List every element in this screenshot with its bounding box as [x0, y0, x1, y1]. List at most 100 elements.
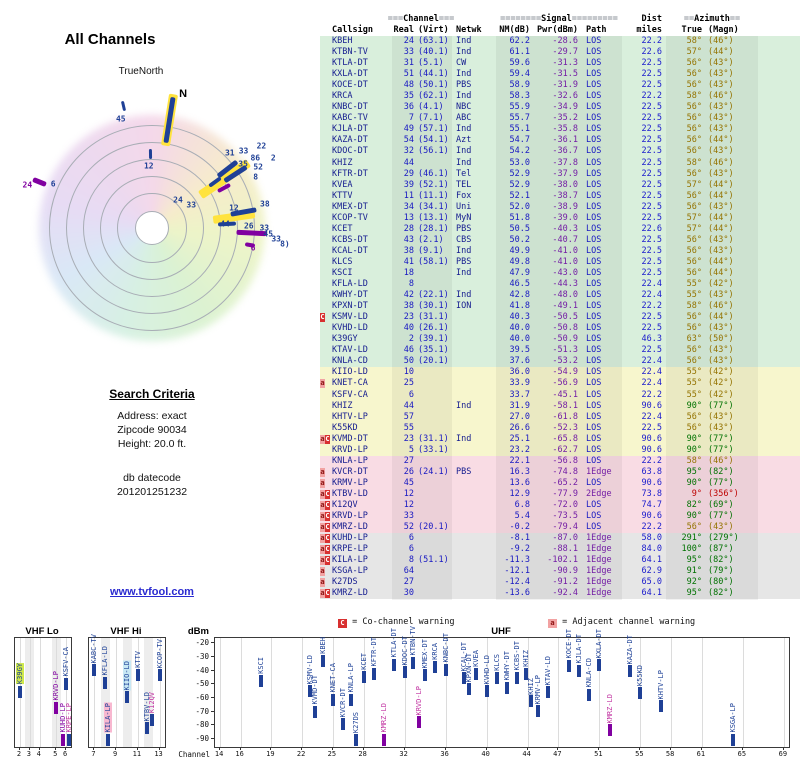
channel-tick-label: 25 — [327, 750, 337, 758]
cell-distance: 22.4 — [641, 290, 662, 301]
cell-virtual-channel: (33.1) — [418, 444, 449, 455]
co-channel-warning-icon: C — [325, 512, 330, 522]
cell-magnetic-azimuth: (279°) — [708, 533, 739, 544]
cell-true-azimuth: 90° — [686, 400, 702, 411]
adjacent-warning-icon: a — [320, 523, 325, 533]
warning-cell: aC — [320, 544, 331, 555]
cell-path: LOS — [586, 444, 602, 455]
tvfool-link[interactable]: www.tvfool.com — [110, 586, 194, 598]
cell-nm-db: 40.3 — [509, 312, 530, 323]
cell-distance: 22.5 — [641, 80, 662, 91]
cell-callsign: KBEH — [332, 36, 353, 46]
cell-path: LOS — [586, 190, 602, 201]
cell-path: LOS — [586, 323, 602, 334]
cell-nm-db: -11.3 — [504, 555, 530, 566]
radar-title: All Channels — [64, 31, 156, 48]
cell-real-channel: 46 — [403, 345, 414, 356]
signal-bar — [361, 671, 366, 684]
cell-network: Ind — [456, 433, 472, 444]
radar-marker-label: 22 — [256, 141, 267, 151]
cell-distance: 22.5 — [641, 422, 662, 433]
gridline — [404, 638, 406, 747]
cell-pwr-dbm: -28.6 — [552, 36, 578, 46]
x-axis-tick — [485, 747, 487, 750]
cell-real-channel: 5 — [408, 444, 414, 455]
cell-real-channel: 28 — [403, 223, 414, 234]
cell-path: LOS — [586, 279, 602, 290]
cell-magnetic-azimuth: (77°) — [708, 400, 734, 411]
col-header-pwr: Pwr(dBm) — [537, 25, 578, 35]
cell-path: 1Edge — [586, 533, 612, 544]
cell-callsign: KUHD-LP — [332, 533, 368, 544]
cell-magnetic-azimuth: (46°) — [708, 157, 734, 168]
signal-bar — [308, 685, 313, 697]
dbm-tick-label: -60 — [195, 692, 209, 702]
co-channel-warning-icon: C — [320, 313, 325, 323]
cell-distance: 22.5 — [641, 146, 662, 157]
gridline — [302, 638, 304, 747]
cell-magnetic-azimuth: (43°) — [708, 201, 734, 212]
cell-virtual-channel: (5.1) — [418, 58, 444, 69]
signal-callsign-label: K12QV — [147, 692, 156, 714]
signal-callsign-label: KMRZ-LD — [380, 703, 389, 733]
col-header-path: Path — [586, 25, 607, 35]
cell-nm-db: 54.7 — [509, 135, 530, 146]
cell-real-channel: 43 — [403, 234, 414, 245]
cell-pwr-dbm: -50.5 — [552, 312, 578, 323]
cell-network: Ind — [456, 157, 472, 168]
signal-bar — [443, 663, 448, 676]
cell-true-azimuth: 57° — [686, 179, 702, 190]
cell-nm-db: 33.7 — [509, 389, 530, 400]
gridline — [527, 638, 529, 747]
cell-virtual-channel: (26.1) — [418, 323, 449, 334]
table-row: KHIZ 44 Ind 31.9 -58.1 LOS 90.6 90° (77°) — [320, 400, 800, 412]
cell-real-channel: 40 — [403, 323, 414, 334]
cell-true-azimuth: 58° — [686, 91, 702, 102]
cell-nm-db: 6.8 — [514, 499, 530, 510]
cell-virtual-channel: (54.1) — [418, 135, 449, 146]
cell-nm-db: 53.0 — [509, 157, 530, 168]
table-row: K39GY 2 (39.1) 40.0 -50.9 LOS 46.3 63° (50°) — [320, 334, 800, 346]
cell-callsign: KPXN-DT — [332, 301, 368, 312]
cell-true-azimuth: 95° — [686, 588, 702, 599]
cell-path: LOS — [586, 212, 602, 223]
cell-path: 1Edge — [586, 566, 612, 577]
cell-magnetic-azimuth: (87°) — [708, 544, 734, 555]
cell-network: CBS — [456, 234, 472, 245]
cell-true-azimuth: 82° — [686, 499, 702, 510]
cell-path: LOS — [586, 168, 602, 179]
channel-tick-label: 16 — [235, 750, 244, 758]
adjacent-warning-icon: a — [320, 379, 325, 389]
cell-distance: 22.5 — [641, 345, 662, 356]
cell-distance: 22.5 — [641, 256, 662, 267]
x-axis-tick — [557, 747, 559, 750]
signal-bar — [135, 668, 140, 681]
cell-distance: 22.2 — [641, 522, 662, 533]
cell-nm-db: -0.2 — [509, 522, 530, 533]
cell-magnetic-azimuth: (43°) — [708, 168, 734, 179]
cell-nm-db: 49.9 — [509, 245, 530, 256]
cell-real-channel: 35 — [403, 91, 414, 102]
table-row: a K27DS 27 -12.4 -91.2 1Edge 65.0 92° (80°) — [320, 577, 800, 589]
cell-pwr-dbm: -52.3 — [552, 422, 578, 433]
signal-callsign-label: KMRZ-LD — [605, 693, 614, 724]
radar-marker-label: 24 — [173, 195, 183, 205]
cell-distance: 22.6 — [641, 47, 662, 58]
cell-distance: 22.5 — [641, 102, 662, 113]
cell-callsign: KABC-TV — [332, 113, 368, 124]
cell-network: Uni — [456, 201, 472, 212]
x-axis-tick — [741, 747, 743, 750]
cell-magnetic-azimuth: (44°) — [708, 256, 734, 267]
cell-real-channel: 6 — [408, 389, 414, 400]
cell-true-azimuth: 58° — [686, 455, 702, 466]
cell-nm-db: 58.3 — [509, 91, 530, 102]
cell-callsign: KCAL-DT — [332, 245, 368, 256]
dist-group-header: Dist — [641, 14, 662, 24]
signal-bar — [494, 672, 499, 685]
signal-callsign-label: KFLA-LD — [101, 646, 110, 676]
cell-callsign: KSFV-CA — [332, 389, 368, 400]
cell-real-channel: 45 — [403, 477, 414, 488]
cell-nm-db: 12.9 — [509, 488, 530, 499]
signal-bar — [433, 660, 438, 673]
signal-bar — [125, 691, 129, 703]
